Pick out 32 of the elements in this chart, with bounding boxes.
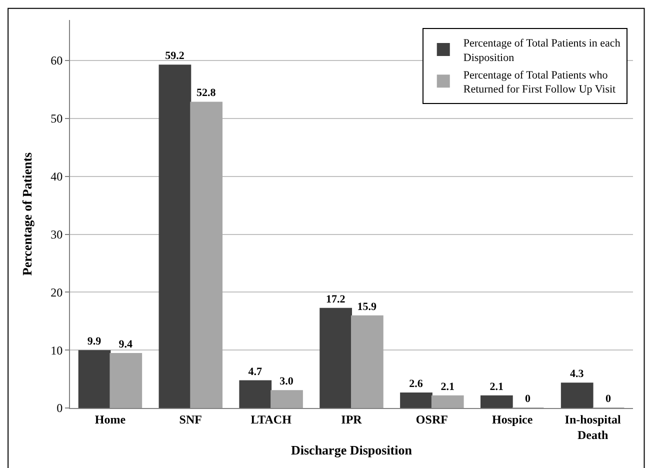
y-tick-label: 30 — [50, 227, 63, 242]
y-tick-label: 20 — [50, 285, 63, 300]
y-tick-label: 0 — [56, 401, 63, 416]
legend-label: Percentage of Total Patients in each Disposition — [463, 38, 621, 64]
x-tick-label: IPR — [341, 412, 362, 426]
data-label: 17.2 — [326, 293, 346, 306]
x-axis-title: Discharge Disposition — [291, 442, 413, 458]
data-label: 2.1 — [440, 380, 454, 393]
y-tick-label: 60 — [50, 54, 63, 68]
y-tick-label: 10 — [50, 343, 63, 358]
data-label: 52.8 — [196, 87, 216, 100]
data-label: 3.0 — [280, 376, 294, 388]
x-tick-label: Hospice — [492, 412, 534, 426]
data-label: 59.2 — [165, 50, 185, 62]
x-tick-label: LTACH — [250, 412, 292, 426]
legend-label: Percentage of Total Patients who Returned for First Follow Up Visit — [463, 69, 616, 96]
data-label: 0 — [605, 393, 612, 405]
data-label: 4.3 — [570, 368, 584, 380]
data-label: 15.9 — [357, 300, 378, 313]
data-label: 9.9 — [87, 336, 102, 348]
y-axis-title: Percentage of Patients — [20, 152, 35, 276]
data-label: 2.1 — [490, 380, 504, 393]
data-label: 0 — [525, 393, 532, 405]
data-label: 4.7 — [248, 366, 263, 378]
x-tick-label: OSRF — [416, 412, 448, 426]
x-tick-label: SNF — [179, 412, 202, 426]
x-tick-label: Home — [94, 412, 126, 426]
y-tick-label: 40 — [50, 170, 63, 184]
y-tick-label: 50 — [50, 112, 63, 126]
x-tick-label: In-hospital Death — [564, 412, 622, 442]
data-label: 2.6 — [409, 378, 424, 390]
data-label: 9.4 — [118, 338, 134, 351]
